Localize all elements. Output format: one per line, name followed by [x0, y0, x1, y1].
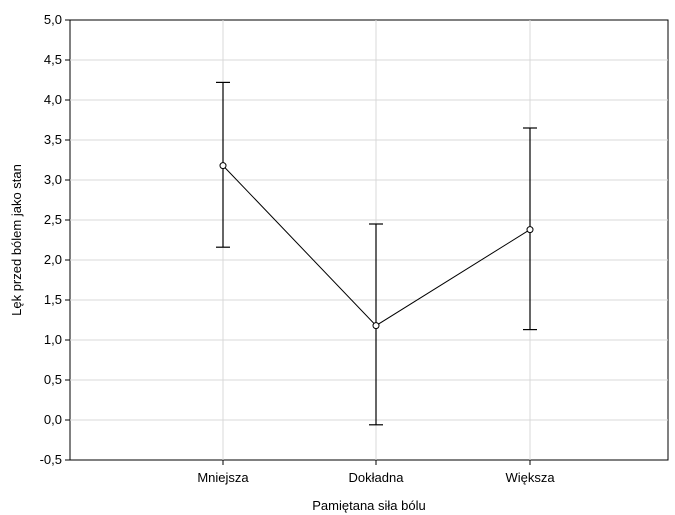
x-tick-label: Większa: [505, 470, 555, 485]
x-tick-label: Dokładna: [349, 470, 405, 485]
y-axis-title: Lęk przed bólem jako stan: [9, 164, 24, 316]
x-tick-label: Mniejsza: [197, 470, 249, 485]
y-tick-label: 0,0: [44, 412, 62, 427]
y-tick-label: 4,5: [44, 52, 62, 67]
data-point: [526, 226, 534, 234]
y-tick-label: 2,0: [44, 252, 62, 267]
x-axis-title: Pamiętana siła bólu: [312, 498, 425, 513]
y-tick-label: 5,0: [44, 12, 62, 27]
y-tick-label: 3,0: [44, 172, 62, 187]
y-tick-label: 1,5: [44, 292, 62, 307]
y-tick-label: 4,0: [44, 92, 62, 107]
y-tick-label: 0,5: [44, 372, 62, 387]
axis-layer: -0,5 0,0 0,5 1,0 1,5 2,0 2,5 3,0 3,5 4,0 4,5 5,0 Mni…: [40, 12, 556, 485]
data-point: [219, 162, 227, 170]
y-tick-label: -0,5: [40, 452, 62, 467]
y-tick-label: 1,0: [44, 332, 62, 347]
data-point: [372, 322, 380, 330]
y-tick-label: 2,5: [44, 212, 62, 227]
y-tick-label: 3,5: [44, 132, 62, 147]
series-layer: [216, 81, 537, 426]
plot-area: [69, 19, 669, 461]
